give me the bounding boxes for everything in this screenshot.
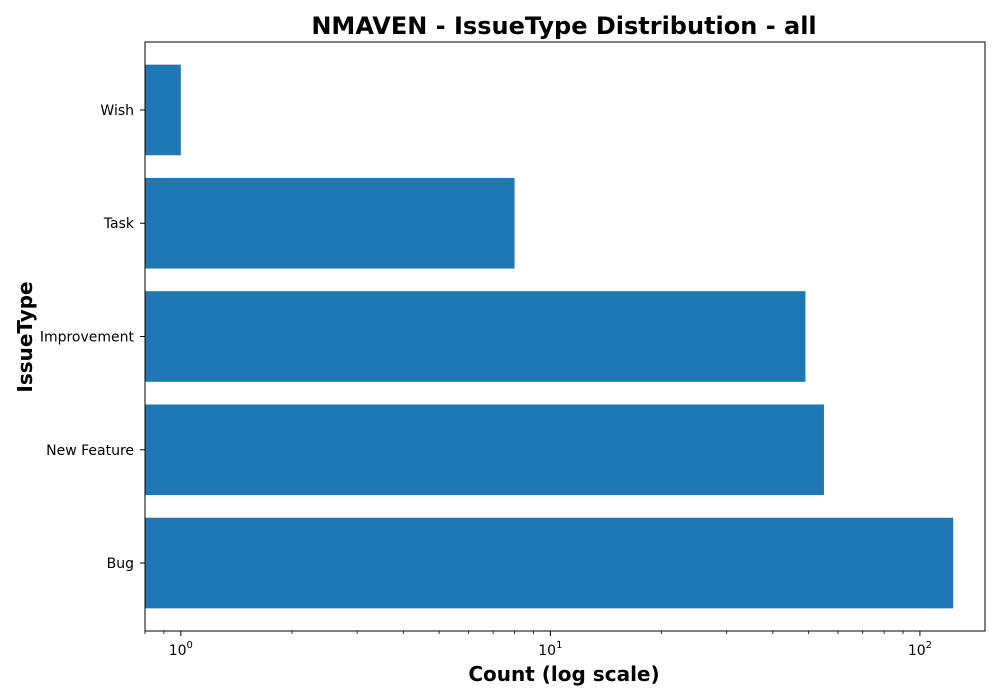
x-ticks-layer: 100 101 102 — [169, 631, 932, 659]
x-tick-label-exponent: 1 — [556, 640, 562, 651]
x-tick-label-base: 10 — [908, 643, 926, 659]
x-tick-label-exponent: 2 — [926, 640, 932, 651]
y-ticks-layer: Bug New Feature Improvement Task Wish — [40, 103, 145, 572]
bars-layer — [145, 64, 954, 609]
y-tick-label-bug: Bug — [107, 556, 134, 572]
bar-bug — [145, 517, 954, 609]
chart-title: NMAVEN - IssueType Distribution - all — [311, 12, 816, 40]
x-tick-label-1: 101 — [538, 640, 562, 659]
bar-task — [145, 177, 515, 269]
bar-wish — [145, 64, 181, 156]
x-tick-label-exponent: 0 — [187, 640, 193, 651]
x-tick-label-0: 100 — [169, 640, 193, 659]
x-tick-label-base: 10 — [169, 643, 187, 659]
y-tick-label-wish: Wish — [100, 103, 134, 119]
x-tick-label-base: 10 — [538, 643, 556, 659]
bar-improvement — [145, 291, 806, 382]
x-axis-label: Count (log scale) — [468, 662, 659, 686]
y-tick-label-improvement: Improvement — [40, 330, 135, 346]
y-tick-label-task: Task — [103, 216, 135, 232]
x-tick-label-2: 102 — [908, 640, 932, 659]
bar-new-feature — [145, 404, 824, 496]
y-tick-label-new-feature: New Feature — [46, 443, 134, 459]
y-axis-label: IssueType — [13, 281, 37, 392]
x-minor-ticks-layer — [144, 631, 904, 634]
